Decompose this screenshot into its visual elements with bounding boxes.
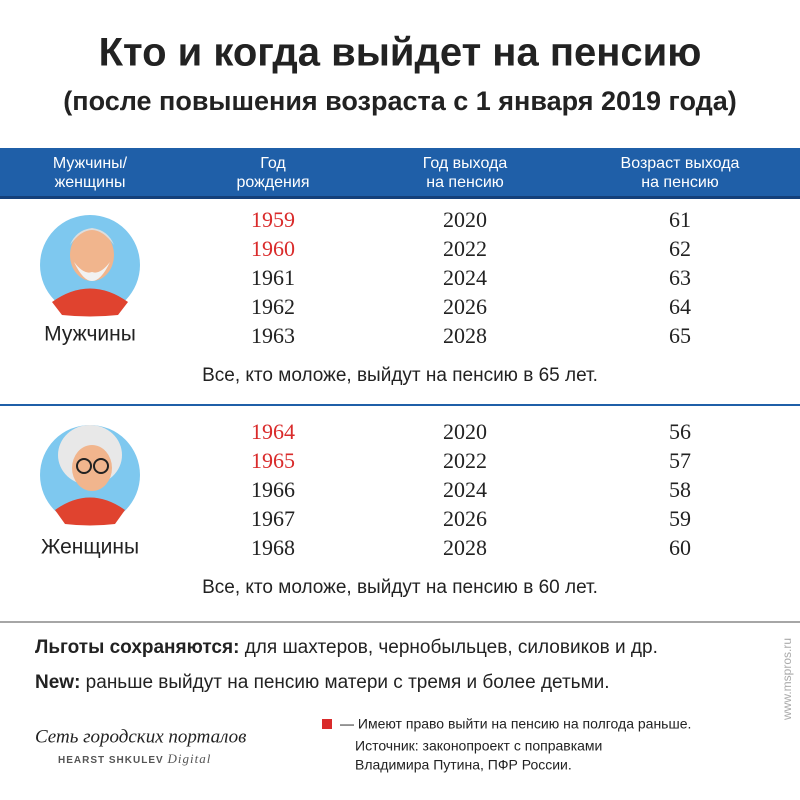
retire-year: 2026 [443, 506, 487, 531]
retire-age: 61 [669, 207, 691, 232]
retire-age: 58 [669, 477, 691, 502]
retire-age: 64 [669, 294, 691, 319]
group-label: Мужчины [44, 323, 136, 346]
retire-year: 2028 [443, 535, 487, 560]
source: Владимира Путина, ПФР России. [355, 757, 572, 773]
woman-avatar [40, 425, 140, 526]
retire-year: 2022 [443, 236, 487, 261]
birth-year: 1966 [251, 477, 295, 502]
retire-year: 2022 [443, 448, 487, 473]
note-bold: Льготы сохраняются: [35, 637, 239, 658]
subtitle: (после повышения возраста с 1 января 201… [63, 86, 736, 116]
retire-year: 2024 [443, 265, 487, 290]
note-bold: New: [35, 672, 80, 693]
title: Кто и когда выйдет на пенсию [99, 31, 702, 75]
retire-age: 60 [669, 535, 691, 560]
column-header: на пенсию [426, 174, 504, 191]
column-header: женщины [55, 174, 126, 191]
retire-age: 65 [669, 323, 691, 348]
birth-year: 1968 [251, 535, 295, 560]
retire-year: 2026 [443, 294, 487, 319]
birth-year: 1963 [251, 323, 295, 348]
retire-year: 2020 [443, 207, 487, 232]
retire-age: 56 [669, 419, 691, 444]
note: New: раньше выйдут на пенсию матери с тр… [35, 672, 610, 693]
group-label: Женщины [41, 536, 139, 559]
birth-year: 1961 [251, 265, 295, 290]
retire-year: 2028 [443, 323, 487, 348]
logo-name: Сеть городских порталов [35, 726, 246, 747]
watermark: www.mspros.ru [780, 638, 794, 721]
retire-year: 2024 [443, 477, 487, 502]
column-header: Год [260, 155, 286, 172]
birth-year: 1959 [251, 207, 295, 232]
birth-year: 1960 [251, 236, 295, 261]
birth-year: 1965 [251, 448, 295, 473]
column-header: Возраст выхода [621, 155, 740, 172]
note: Льготы сохраняются: для шахтеров, черноб… [35, 637, 658, 658]
retire-age: 57 [669, 448, 691, 473]
retire-age: 59 [669, 506, 691, 531]
birth-year: 1967 [251, 506, 295, 531]
birth-year: 1964 [251, 419, 295, 444]
legend-text: — Имеют право выйти на пенсию на полгода… [340, 716, 691, 732]
note-text: для шахтеров, чернобыльцев, силовиков и … [239, 637, 657, 658]
source: Источник: законопроект с поправками [355, 738, 602, 754]
retire-age: 63 [669, 265, 691, 290]
header-band [0, 148, 800, 198]
column-header: рождения [237, 174, 310, 191]
group-note: Все, кто моложе, выйдут на пенсию в 60 л… [202, 577, 598, 598]
birth-year: 1962 [251, 294, 295, 319]
retire-year: 2020 [443, 419, 487, 444]
legend-swatch [322, 719, 332, 729]
group-note: Все, кто моложе, выйдут на пенсию в 65 л… [202, 365, 598, 386]
note-text: раньше выйдут на пенсию матери с тремя и… [80, 672, 609, 693]
header-rule [0, 196, 800, 199]
man-avatar [40, 215, 140, 317]
column-header: на пенсию [641, 174, 719, 191]
column-header: Год выхода [423, 155, 508, 172]
column-header: Мужчины/ [53, 155, 128, 172]
logo-brand: HEARST SHKULEV Digital [58, 751, 211, 766]
retire-age: 62 [669, 236, 691, 261]
